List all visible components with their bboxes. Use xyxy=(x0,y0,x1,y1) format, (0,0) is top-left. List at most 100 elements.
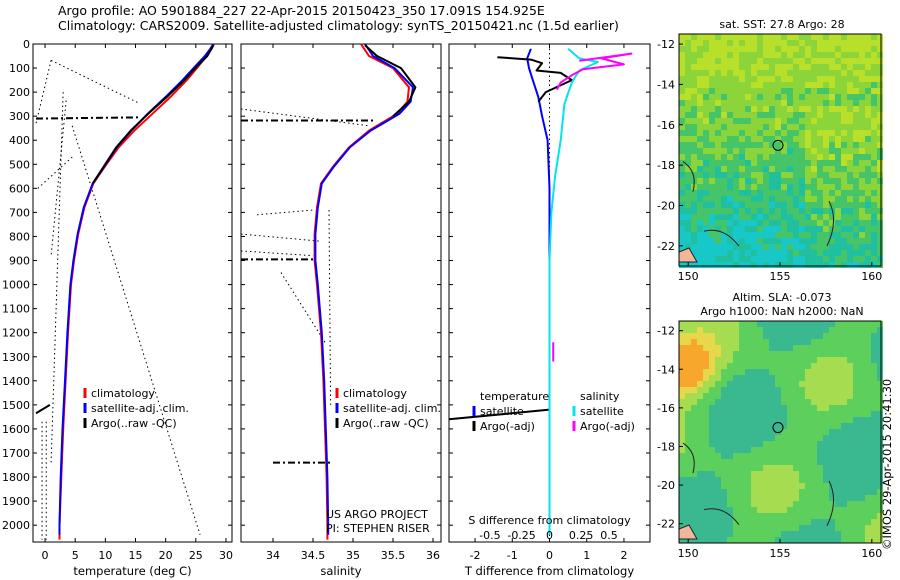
map-cell xyxy=(697,214,703,220)
map-cell xyxy=(709,459,715,465)
map-cell xyxy=(769,244,775,250)
map-cell xyxy=(757,339,763,345)
map-cell xyxy=(793,321,799,327)
legend-label: Argo(-adj) xyxy=(480,420,535,433)
map-cell xyxy=(745,220,751,226)
map-cell xyxy=(703,519,709,525)
map-cell xyxy=(691,220,697,226)
map-cell xyxy=(691,501,697,507)
map-cell xyxy=(769,190,775,196)
map-cell xyxy=(871,471,877,477)
map-cell xyxy=(715,58,721,64)
map-y-tick-label: -16 xyxy=(657,402,675,415)
map-cell xyxy=(709,381,715,387)
map-cell xyxy=(715,94,721,100)
map-cell xyxy=(763,178,769,184)
map-cell xyxy=(733,327,739,333)
map-cell xyxy=(685,220,691,226)
map-cell xyxy=(739,250,745,256)
map-cell xyxy=(835,381,841,387)
map-cell xyxy=(763,46,769,52)
map-cell xyxy=(859,244,865,250)
map-cell xyxy=(817,507,823,513)
map-cell xyxy=(715,369,721,375)
map-cell xyxy=(739,70,745,76)
map-cell xyxy=(811,142,817,148)
map-cell xyxy=(781,345,787,351)
map-cell xyxy=(871,519,877,525)
map-cell xyxy=(703,136,709,142)
map-cell xyxy=(763,507,769,513)
map-cell xyxy=(877,124,883,130)
map-cell xyxy=(835,244,841,250)
map-cell xyxy=(691,130,697,136)
map-cell xyxy=(835,429,841,435)
map-cell xyxy=(691,76,697,82)
map-cell xyxy=(877,118,883,124)
map-cell xyxy=(679,124,685,130)
map-cell xyxy=(823,52,829,58)
map-cell xyxy=(679,447,685,453)
map-cell xyxy=(715,220,721,226)
map-cell xyxy=(793,208,799,214)
map-cell xyxy=(697,154,703,160)
map-cell xyxy=(751,154,757,160)
map-cell xyxy=(763,381,769,387)
map-cell xyxy=(739,262,745,268)
map-cell xyxy=(691,166,697,172)
map-cell xyxy=(739,471,745,477)
map-cell xyxy=(865,441,871,447)
map-cell xyxy=(799,453,805,459)
map-cell xyxy=(685,238,691,244)
map-cell xyxy=(781,172,787,178)
map-cell xyxy=(787,118,793,124)
map-cell xyxy=(703,232,709,238)
map-cell xyxy=(739,196,745,202)
map-cell xyxy=(709,160,715,166)
map-cell xyxy=(835,531,841,537)
map-cell xyxy=(691,339,697,345)
map-cell xyxy=(865,513,871,519)
map-cell xyxy=(853,106,859,112)
map-cell xyxy=(823,399,829,405)
map-cell xyxy=(763,375,769,381)
map-cell xyxy=(805,447,811,453)
map-cell xyxy=(709,100,715,106)
map-cell xyxy=(703,417,709,423)
map-cell xyxy=(799,64,805,70)
map-cell xyxy=(775,381,781,387)
map-cell xyxy=(841,202,847,208)
map-cell xyxy=(829,495,835,501)
map-cell xyxy=(691,351,697,357)
map-cell xyxy=(709,76,715,82)
map-cell xyxy=(715,148,721,154)
map-cell xyxy=(793,423,799,429)
map-cell xyxy=(853,256,859,262)
map-cell xyxy=(745,375,751,381)
map-cell xyxy=(841,381,847,387)
map-cell xyxy=(859,40,865,46)
map-cell xyxy=(763,531,769,537)
map-cell xyxy=(817,345,823,351)
qc-dotted-line xyxy=(256,209,314,216)
map-cell xyxy=(841,321,847,327)
map-cell xyxy=(721,232,727,238)
map-cell xyxy=(835,70,841,76)
map-cell xyxy=(769,76,775,82)
map-cell xyxy=(835,34,841,40)
map-cell xyxy=(841,244,847,250)
map-cell xyxy=(775,208,781,214)
map-cell xyxy=(733,441,739,447)
map-cell xyxy=(721,214,727,220)
map-cell xyxy=(775,321,781,327)
map-cell xyxy=(775,351,781,357)
map-cell xyxy=(751,519,757,525)
map-cell xyxy=(751,531,757,537)
map-cell xyxy=(781,435,787,441)
map-cell xyxy=(775,429,781,435)
map-cell xyxy=(679,489,685,495)
map-cell xyxy=(757,124,763,130)
map-cell xyxy=(793,417,799,423)
map-cell xyxy=(841,40,847,46)
x-tick-label-salinity: 34 xyxy=(266,549,280,562)
